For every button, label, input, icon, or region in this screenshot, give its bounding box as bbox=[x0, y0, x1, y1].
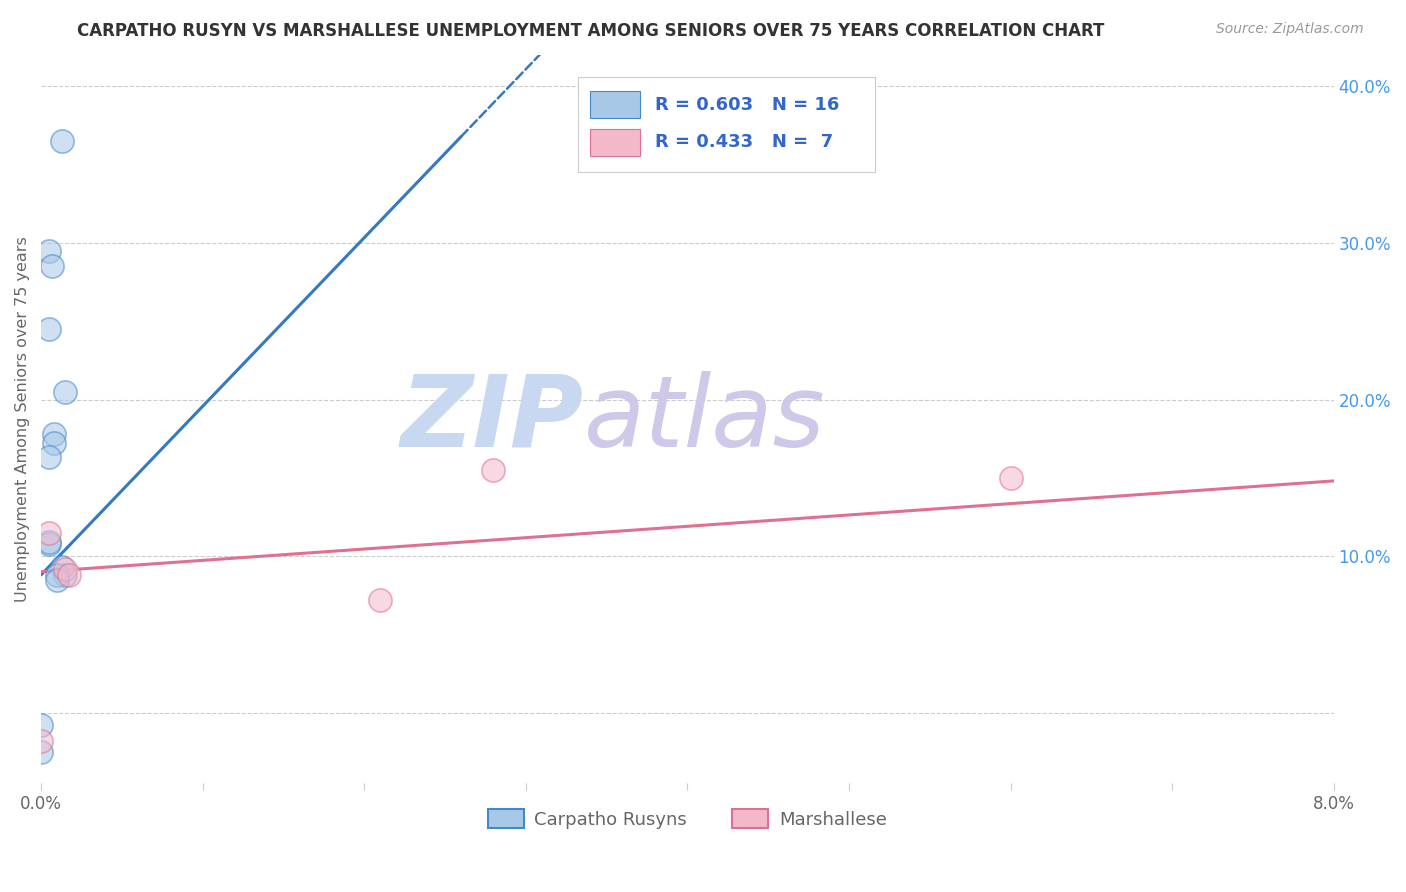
FancyBboxPatch shape bbox=[591, 128, 640, 156]
Point bbox=[38, 450, 60, 465]
Point bbox=[38, 322, 60, 336]
Point bbox=[42, 436, 65, 450]
Text: R = 0.433   N =  7: R = 0.433 N = 7 bbox=[655, 134, 834, 152]
Point bbox=[41, 260, 63, 274]
Point bbox=[30, 718, 52, 732]
Point bbox=[370, 593, 392, 607]
Point bbox=[38, 535, 60, 549]
Point bbox=[46, 567, 69, 582]
Point bbox=[42, 427, 65, 442]
Text: Source: ZipAtlas.com: Source: ZipAtlas.com bbox=[1216, 22, 1364, 37]
FancyBboxPatch shape bbox=[591, 91, 640, 119]
Point bbox=[30, 733, 52, 747]
Y-axis label: Unemployment Among Seniors over 75 years: Unemployment Among Seniors over 75 years bbox=[15, 236, 30, 602]
Text: R = 0.603   N = 16: R = 0.603 N = 16 bbox=[655, 95, 839, 113]
Point bbox=[30, 745, 52, 759]
Point bbox=[53, 567, 76, 582]
Point bbox=[38, 244, 60, 258]
Point bbox=[46, 573, 69, 587]
Point bbox=[53, 561, 76, 575]
Text: ZIP: ZIP bbox=[401, 370, 583, 467]
FancyBboxPatch shape bbox=[578, 77, 875, 171]
Point bbox=[53, 384, 76, 399]
Text: CARPATHO RUSYN VS MARSHALLESE UNEMPLOYMENT AMONG SENIORS OVER 75 YEARS CORRELATI: CARPATHO RUSYN VS MARSHALLESE UNEMPLOYME… bbox=[77, 22, 1105, 40]
Legend: Carpatho Rusyns, Marshallese: Carpatho Rusyns, Marshallese bbox=[481, 802, 894, 836]
Text: atlas: atlas bbox=[583, 370, 825, 467]
Point bbox=[482, 463, 505, 477]
Point bbox=[38, 536, 60, 550]
Point bbox=[58, 567, 80, 582]
Point bbox=[38, 525, 60, 540]
Point bbox=[1000, 471, 1022, 485]
Point bbox=[51, 560, 73, 574]
Point bbox=[51, 134, 73, 148]
